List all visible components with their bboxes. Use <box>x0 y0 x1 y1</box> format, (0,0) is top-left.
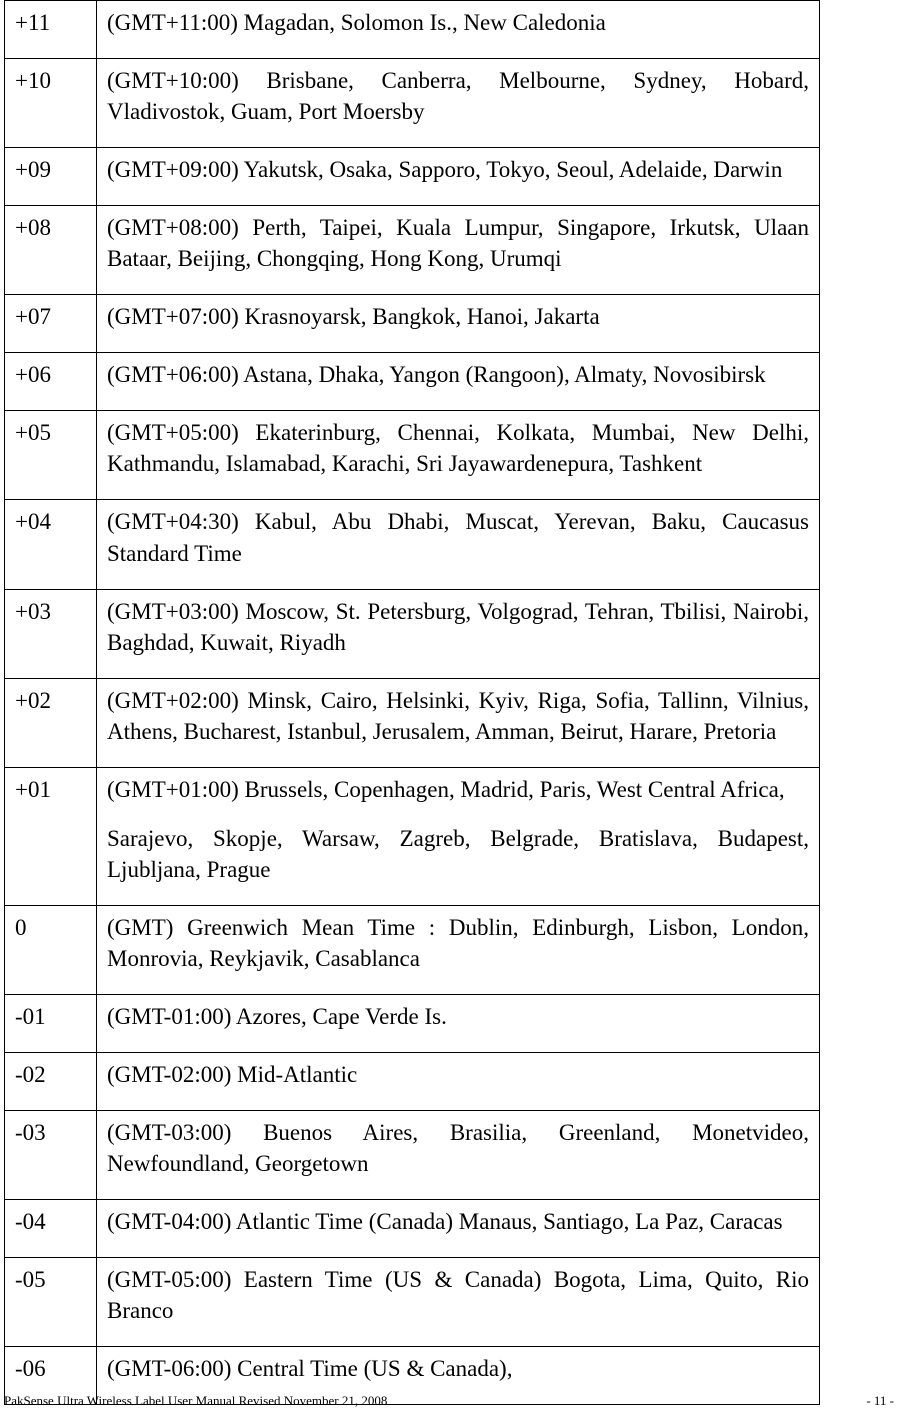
table-row: +01 (GMT+01:00) Brussels, Copenhagen, Ma… <box>5 767 820 905</box>
desc-cell: (GMT+11:00) Magadan, Solomon Is., New Ca… <box>97 1 820 59</box>
desc-cell: (GMT-03:00) Buenos Aires, Brasilia, Gree… <box>97 1111 820 1200</box>
offset-cell: +07 <box>5 295 97 353</box>
table-row: +02 (GMT+02:00) Minsk, Cairo, Helsinki, … <box>5 678 820 767</box>
desc-para1: (GMT+01:00) Brussels, Copenhagen, Madrid… <box>107 777 785 802</box>
desc-cell: (GMT+07:00) Krasnoyarsk, Bangkok, Hanoi,… <box>97 295 820 353</box>
desc-cell: (GMT+04:30) Kabul, Abu Dhabi, Muscat, Ye… <box>97 500 820 589</box>
offset-cell: -01 <box>5 994 97 1052</box>
desc-cell: (GMT) Greenwich Mean Time : Dublin, Edin… <box>97 905 820 994</box>
table-row: +06 (GMT+06:00) Astana, Dhaka, Yangon (R… <box>5 353 820 411</box>
offset-cell: -04 <box>5 1200 97 1258</box>
offset-cell: 0 <box>5 905 97 994</box>
page-footer: PakSense Ultra Wireless Label User Manua… <box>4 1393 904 1409</box>
table-row: +05 (GMT+05:00) Ekaterinburg, Chennai, K… <box>5 411 820 500</box>
desc-cell: (GMT-05:00) Eastern Time (US & Canada) B… <box>97 1258 820 1347</box>
desc-para2: Sarajevo, Skopje, Warsaw, Zagreb, Belgra… <box>107 823 809 885</box>
table-row: +08 (GMT+08:00) Perth, Taipei, Kuala Lum… <box>5 206 820 295</box>
table-row: +03 (GMT+03:00) Moscow, St. Petersburg, … <box>5 589 820 678</box>
table-row: -04 (GMT-04:00) Atlantic Time (Canada) M… <box>5 1200 820 1258</box>
table-row: -02 (GMT-02:00) Mid-Atlantic <box>5 1053 820 1111</box>
table-row: 0 (GMT) Greenwich Mean Time : Dublin, Ed… <box>5 905 820 994</box>
offset-cell: +08 <box>5 206 97 295</box>
offset-cell: +09 <box>5 148 97 206</box>
desc-cell: (GMT+02:00) Minsk, Cairo, Helsinki, Kyiv… <box>97 678 820 767</box>
desc-cell: (GMT+03:00) Moscow, St. Petersburg, Volg… <box>97 589 820 678</box>
table-row: +09 (GMT+09:00) Yakutsk, Osaka, Sapporo,… <box>5 148 820 206</box>
table-row: -03 (GMT-03:00) Buenos Aires, Brasilia, … <box>5 1111 820 1200</box>
desc-cell: (GMT+09:00) Yakutsk, Osaka, Sapporo, Tok… <box>97 148 820 206</box>
desc-cell: (GMT-01:00) Azores, Cape Verde Is. <box>97 994 820 1052</box>
offset-cell: +10 <box>5 59 97 148</box>
table-row: -01 (GMT-01:00) Azores, Cape Verde Is. <box>5 994 820 1052</box>
offset-cell: +06 <box>5 353 97 411</box>
timezone-table: +11 (GMT+11:00) Magadan, Solomon Is., Ne… <box>4 0 820 1405</box>
offset-cell: +04 <box>5 500 97 589</box>
offset-cell: -02 <box>5 1053 97 1111</box>
offset-cell: +02 <box>5 678 97 767</box>
offset-cell: +01 <box>5 767 97 905</box>
offset-cell: -05 <box>5 1258 97 1347</box>
table-row: +04 (GMT+04:30) Kabul, Abu Dhabi, Muscat… <box>5 500 820 589</box>
offset-cell: +05 <box>5 411 97 500</box>
offset-cell: +11 <box>5 1 97 59</box>
offset-cell: -03 <box>5 1111 97 1200</box>
table-row: +07 (GMT+07:00) Krasnoyarsk, Bangkok, Ha… <box>5 295 820 353</box>
table-row: +11 (GMT+11:00) Magadan, Solomon Is., Ne… <box>5 1 820 59</box>
desc-cell: (GMT-02:00) Mid-Atlantic <box>97 1053 820 1111</box>
desc-cell: (GMT+10:00) Brisbane, Canberra, Melbourn… <box>97 59 820 148</box>
footer-page-number: - 11 - <box>866 1393 894 1409</box>
footer-left-text: PakSense Ultra Wireless Label User Manua… <box>4 1393 387 1409</box>
desc-cell: (GMT+06:00) Astana, Dhaka, Yangon (Rango… <box>97 353 820 411</box>
desc-cell: (GMT+08:00) Perth, Taipei, Kuala Lumpur,… <box>97 206 820 295</box>
desc-cell: (GMT+01:00) Brussels, Copenhagen, Madrid… <box>97 767 820 905</box>
table-row: +10 (GMT+10:00) Brisbane, Canberra, Melb… <box>5 59 820 148</box>
table-row: -05 (GMT-05:00) Eastern Time (US & Canad… <box>5 1258 820 1347</box>
desc-cell: (GMT-04:00) Atlantic Time (Canada) Manau… <box>97 1200 820 1258</box>
offset-cell: +03 <box>5 589 97 678</box>
desc-cell: (GMT+05:00) Ekaterinburg, Chennai, Kolka… <box>97 411 820 500</box>
timezone-table-body: +11 (GMT+11:00) Magadan, Solomon Is., Ne… <box>5 1 820 1405</box>
